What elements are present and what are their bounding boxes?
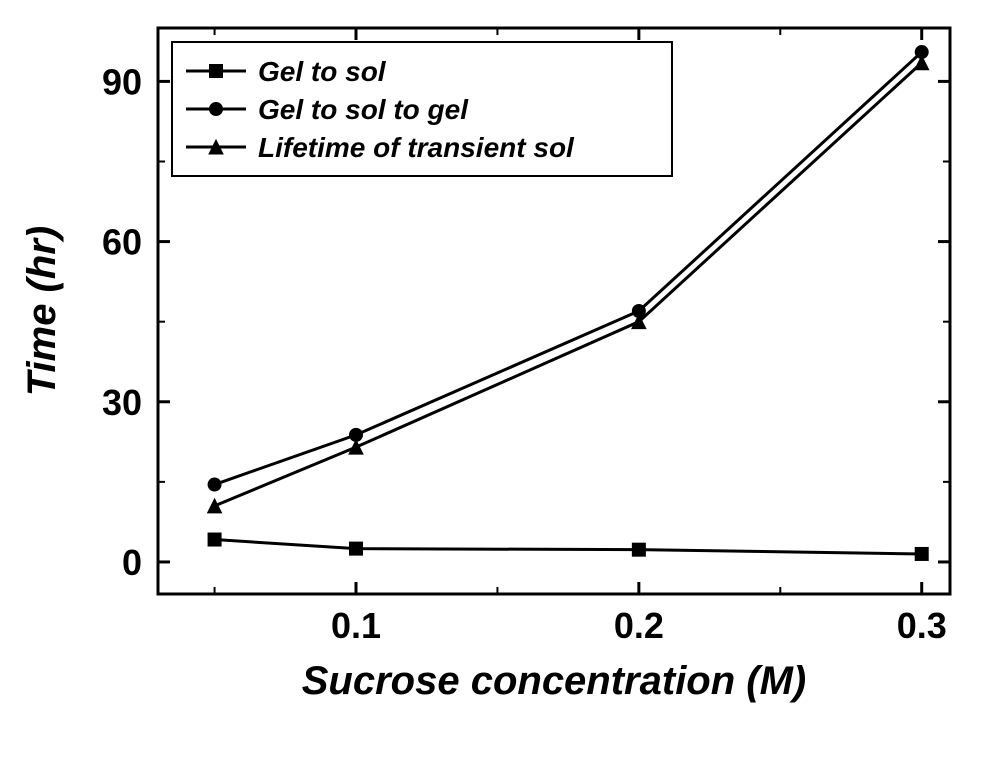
y-tick-label: 30 [102, 382, 142, 423]
y-tick-label: 60 [102, 222, 142, 263]
legend-item-label: Gel to sol [258, 56, 387, 87]
x-tick-label: 0.2 [614, 605, 664, 646]
y-axis-label: Time (hr) [20, 226, 64, 396]
legend: Gel to sol Gel to sol to gel Lifetime of t… [172, 42, 672, 176]
legend-item-label: Gel to sol to gel [258, 94, 469, 125]
x-tick-label: 0.1 [331, 605, 381, 646]
chart-container: 0.1 0.2 0.3 0 30 60 90 Sucrose concentration (M… [0, 0, 1000, 763]
x-axis-label: Sucrose concentration (M) [302, 659, 807, 703]
y-tick-label: 90 [102, 61, 142, 102]
y-tick-label: 0 [122, 542, 142, 583]
legend-item-label: Lifetime of transient sol [258, 132, 575, 163]
x-tick-label: 0.3 [897, 605, 947, 646]
line-chart: 0.1 0.2 0.3 0 30 60 90 Sucrose concentration (M… [0, 0, 1000, 763]
